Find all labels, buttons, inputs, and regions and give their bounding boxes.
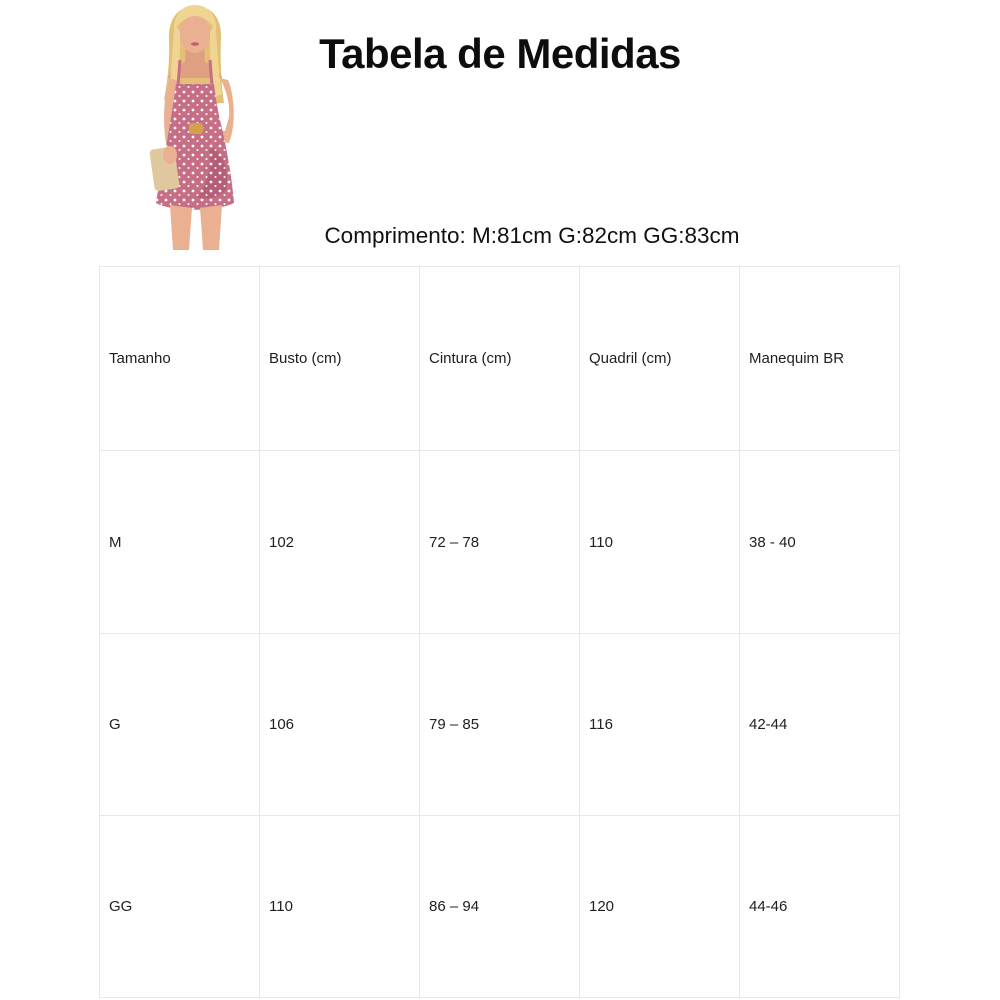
cell-manequim: 44-46 [739,815,900,998]
cell-cintura: 72 – 78 [419,450,580,634]
dress-strap-left [176,59,182,87]
table-row: G 106 79 – 85 116 42-44 [99,633,900,816]
model-neck [168,44,222,78]
model-leg-left [170,205,192,250]
cell-tamanho: GG [99,815,260,998]
table-row: GG 110 86 – 94 120 44-46 [99,815,900,998]
header-cintura: Cintura (cm) [419,266,580,451]
bracelet [189,123,203,134]
dress-ruffle-dots [198,148,227,199]
cell-busto: 102 [259,450,420,634]
model-hand-left [163,146,177,164]
header-tamanho: Tamanho [99,266,260,451]
size-table: Tamanho Busto (cm) Cintura (cm) Quadril … [99,266,900,998]
header-manequim: Manequim BR [739,266,900,451]
cell-manequim: 42-44 [739,633,900,816]
table-row: M 102 72 – 78 110 38 - 40 [99,450,900,634]
cell-busto: 106 [259,633,420,816]
cell-busto: 110 [259,815,420,998]
dress-strap-right [208,59,214,87]
cell-manequim: 38 - 40 [739,450,900,634]
cell-tamanho: M [99,450,260,634]
header-quadril: Quadril (cm) [579,266,740,451]
table-header-row: Tamanho Busto (cm) Cintura (cm) Quadril … [99,266,900,451]
model-lips [191,42,199,46]
cell-quadril: 116 [579,633,740,816]
model-leg-right [200,205,222,250]
page-title: Tabela de Medidas [319,30,681,78]
cell-quadril: 120 [579,815,740,998]
cell-cintura: 79 – 85 [419,633,580,816]
length-note: Comprimento: M:81cm G:82cm GG:83cm [324,223,740,248]
header-busto: Busto (cm) [259,266,420,451]
cell-cintura: 86 – 94 [419,815,580,998]
model-face [179,15,211,53]
cell-quadril: 110 [579,450,740,634]
model-hair-front [173,5,217,30]
cell-tamanho: G [99,633,260,816]
product-photo [149,5,234,250]
